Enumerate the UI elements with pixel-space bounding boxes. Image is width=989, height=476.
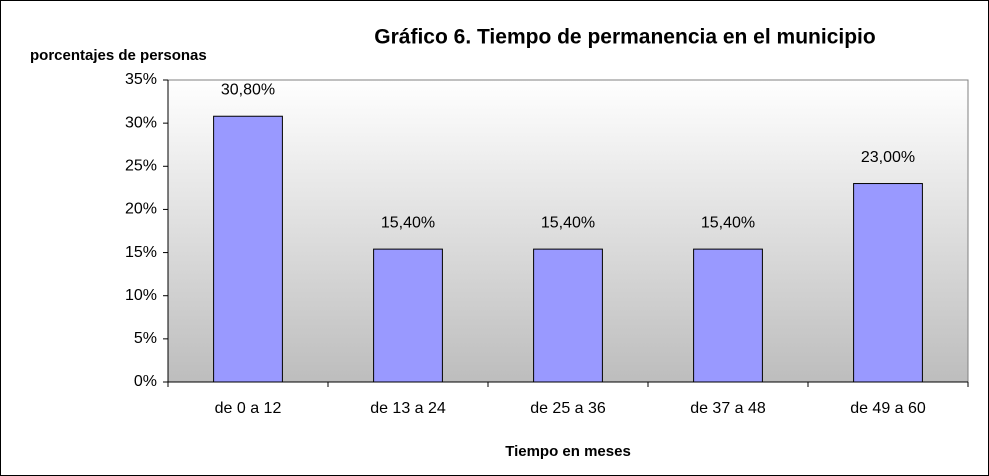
value-label: 15,40% — [541, 214, 595, 231]
value-label: 30,80% — [221, 81, 275, 98]
y-tick-label: 10% — [125, 287, 157, 304]
y-tick-label: 25% — [125, 158, 157, 175]
x-tick-label: de 0 a 12 — [215, 400, 282, 417]
bar — [373, 248, 443, 383]
x-tick-label: de 37 a 48 — [690, 400, 766, 417]
y-tick-label: 30% — [125, 114, 157, 131]
bar — [693, 248, 763, 383]
value-label: 23,00% — [861, 149, 915, 166]
y-tick-label: 15% — [125, 244, 157, 261]
value-label: 15,40% — [701, 214, 755, 231]
y-tick-label: 0% — [134, 373, 157, 390]
y-tick-label: 35% — [125, 71, 157, 88]
y-tick-label: 5% — [134, 330, 157, 347]
bar — [213, 115, 283, 383]
bar — [533, 248, 603, 383]
bar — [853, 183, 923, 383]
y-tick-label: 20% — [125, 201, 157, 218]
x-tick-label: de 25 a 36 — [530, 400, 606, 417]
value-label: 15,40% — [381, 214, 435, 231]
x-axis-title: Tiempo en meses — [505, 443, 631, 460]
x-tick-label: de 49 a 60 — [850, 400, 926, 417]
y-axis-title: porcentajes de personas — [30, 47, 207, 64]
chart-title: Gráfico 6. Tiempo de permanencia en el m… — [374, 26, 875, 49]
x-tick-label: de 13 a 24 — [370, 400, 446, 417]
